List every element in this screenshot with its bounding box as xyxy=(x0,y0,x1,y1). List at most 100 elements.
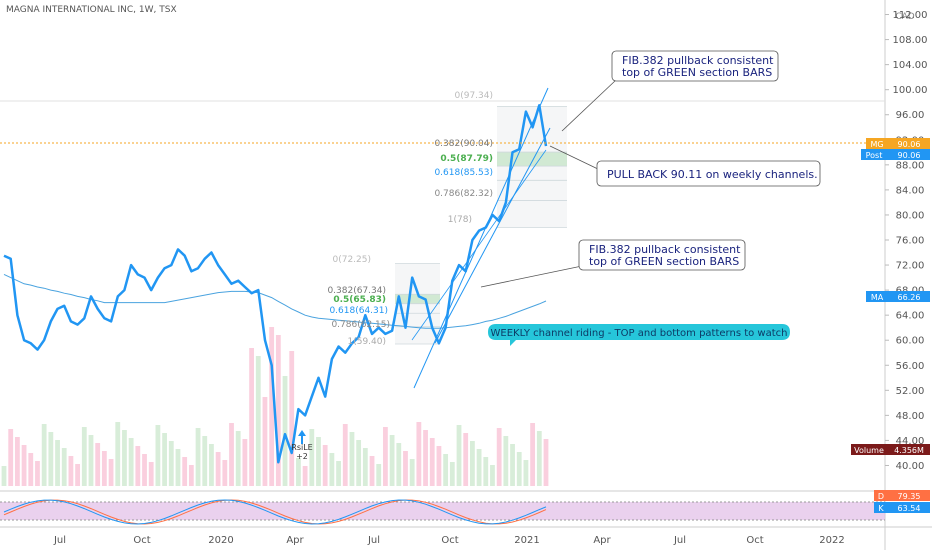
callout1-line1: FIB.382 pullback consistent xyxy=(622,54,774,67)
volume-bar xyxy=(436,446,442,486)
callout3-pointer xyxy=(480,265,583,288)
volume-bar xyxy=(122,430,127,486)
signal-value: +2 xyxy=(296,452,308,461)
callout3-box[interactable] xyxy=(578,239,746,271)
fib-lower-1: 1(59.40) xyxy=(347,337,386,347)
fib-lower-382: 0.382(67.34) xyxy=(327,286,386,296)
price-tick-label: 64.00 xyxy=(896,311,925,322)
volume-bar xyxy=(362,448,368,486)
fib-upper-382: 0.382(90.04) xyxy=(434,139,493,149)
callout2-box[interactable] xyxy=(596,160,821,187)
volume-bar xyxy=(423,430,428,486)
callout1-box[interactable] xyxy=(611,50,779,82)
volume-bar xyxy=(48,432,54,486)
callout1-pointer xyxy=(561,79,617,132)
price-tick-label: 88.00 xyxy=(896,160,925,171)
volume-bar xyxy=(148,462,154,486)
callout1-line2: top of GREEN section BARS xyxy=(622,66,772,79)
volume-value-badge xyxy=(888,444,930,455)
k-badge-value: 63.54 xyxy=(898,504,921,513)
volume-bar xyxy=(530,423,536,486)
volume-bar xyxy=(336,461,341,486)
volume-bar xyxy=(8,429,14,486)
volume-bar xyxy=(463,433,469,486)
k-badge xyxy=(874,502,888,513)
volume-bar xyxy=(510,444,515,486)
fib-upper-618: 0.618(85.53) xyxy=(434,168,493,178)
volume-bar xyxy=(289,351,295,486)
volume-badge-label: Volume xyxy=(854,446,884,455)
fib-lower-0: 0(72.25) xyxy=(332,255,371,265)
volume-bar xyxy=(416,422,422,486)
arrow-up-icon xyxy=(298,430,306,444)
volume-bar xyxy=(523,460,529,486)
volume-bar xyxy=(389,435,395,486)
volume-badge-value: 4.356M xyxy=(894,446,924,455)
mg-value-badge xyxy=(888,138,930,149)
price-tick-label: 112.00 xyxy=(893,10,928,21)
callout3-line1: FIB.382 pullback consistent xyxy=(589,243,741,256)
banner-box[interactable] xyxy=(488,324,790,346)
time-tick-label: Jul xyxy=(53,535,66,546)
time-tick-label: 2022 xyxy=(819,535,844,546)
volume-bar xyxy=(396,443,402,486)
channel-mid-line xyxy=(411,149,547,341)
volume-bar xyxy=(235,431,241,486)
volume-bar xyxy=(142,454,147,486)
signal-name: RsiLE xyxy=(291,443,312,452)
volume-bar xyxy=(296,458,301,486)
price-tick-label: 76.00 xyxy=(896,236,925,247)
volume-bar xyxy=(262,397,268,486)
volume-bar xyxy=(75,464,81,486)
volume-bar xyxy=(28,453,34,486)
volume-bar xyxy=(496,428,502,486)
volume-bar xyxy=(155,425,161,486)
d-badge xyxy=(874,490,888,501)
volume-bar xyxy=(88,435,94,486)
volume-bar xyxy=(316,437,321,486)
ma-value-badge xyxy=(888,291,930,302)
volume-bar xyxy=(516,452,522,486)
volume-badge xyxy=(851,444,888,455)
fib-upper-786: 0.786(82.32) xyxy=(434,189,493,199)
volume-bar xyxy=(536,431,542,486)
price-tick-label: 56.00 xyxy=(896,361,925,372)
volume-bar xyxy=(383,427,388,486)
fibonacci-retracements xyxy=(0,100,885,345)
volume-bar xyxy=(215,452,221,486)
callout3-line2: top of GREEN section BARS xyxy=(589,255,739,268)
volume-bar xyxy=(369,456,375,486)
volume-bar xyxy=(476,449,482,486)
volume-bar xyxy=(68,456,74,486)
price-tick-label: 44.00 xyxy=(896,436,925,447)
time-tick-label: 2020 xyxy=(208,535,233,546)
volume-bar xyxy=(202,436,208,486)
volume-bar xyxy=(1,466,7,486)
mg-badge-value: 90.06 xyxy=(898,140,921,149)
fib-lower-786: 0.786(62.15) xyxy=(331,320,390,330)
chart-title: MAGNA INTERNATIONAL INC, 1W, TSX xyxy=(6,5,177,15)
post-badge-value: 90.06 xyxy=(898,151,921,160)
volume-bar xyxy=(21,445,27,486)
volume-bar xyxy=(456,425,462,486)
post-value-badge xyxy=(888,149,930,160)
volume-bar xyxy=(242,439,248,486)
volume-bar xyxy=(61,448,67,486)
fib-upper-0: 0(97.34) xyxy=(454,91,493,101)
stoch-k-line xyxy=(3,499,547,525)
k-badge-label: K xyxy=(878,504,884,513)
fib-lower-5: 0.5(65.83) xyxy=(333,295,386,305)
fib-lower-618: 0.618(64.31) xyxy=(329,306,388,316)
volume-bar xyxy=(35,461,40,486)
volume-bar xyxy=(135,446,141,486)
price-tick-label: 80.00 xyxy=(896,210,925,221)
price-tick-label: 40.00 xyxy=(896,461,925,472)
volume-bar xyxy=(108,459,114,486)
volume-bar xyxy=(490,465,495,486)
volume-bar xyxy=(95,443,101,486)
d-badge-label: D xyxy=(878,492,884,501)
volume-bar xyxy=(429,438,435,486)
price-line xyxy=(3,104,548,464)
price-tick-label: 108.00 xyxy=(893,35,928,46)
